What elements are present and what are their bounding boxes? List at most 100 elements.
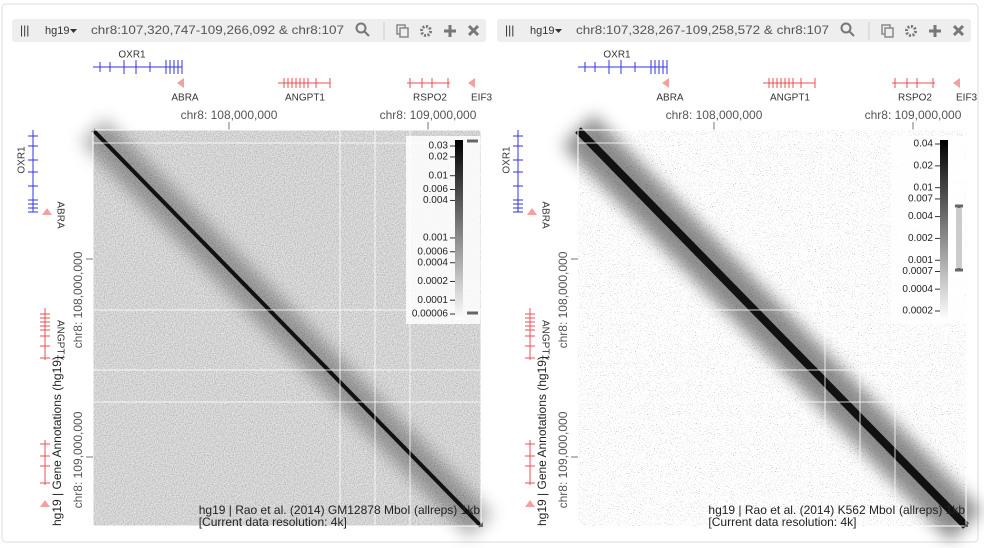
gene-oxr1 [93, 60, 183, 74]
gene-rspo2 [407, 78, 450, 88]
colorbar-tick-label: 0.006 [423, 184, 448, 195]
search-icon [363, 30, 370, 37]
gene-eif3-vertical [525, 500, 535, 507]
gene-angpt1 [278, 78, 331, 88]
gene-eif3-vertical [40, 500, 50, 507]
gene-abra-vertical [527, 208, 537, 215]
colorbar-tick-label: 0.0002 [417, 276, 448, 287]
gene-label: OXR1 [17, 146, 28, 174]
view-header [12, 19, 486, 42]
gene-label: RSPO2 [413, 93, 447, 104]
gene-eif3 [953, 78, 960, 88]
colorbar-bg [406, 136, 480, 324]
gene-label: OXR1 [502, 146, 513, 174]
colorbar-tick-label: 0.04 [914, 139, 934, 150]
gene-label: ABRA [171, 93, 199, 104]
gene-label: ANGPT1 [539, 320, 550, 360]
colorbar-gradient [455, 140, 463, 320]
gene-label: OXR1 [603, 50, 631, 61]
gene-oxr1-vertical [513, 130, 523, 213]
search-button[interactable] [840, 22, 855, 37]
top-axis-label: chr8: 109,000,000 [865, 108, 962, 122]
assembly-select[interactable]: hg19 [530, 25, 554, 37]
search-icon [355, 22, 367, 34]
heatmap-label: hg19 | Rao et al. (2014) GM12878 MboI (a… [199, 503, 481, 517]
gene-abra-vertical [42, 208, 52, 215]
track-label: hg19 | Gene Annotations (hg19) [535, 356, 549, 526]
top-axis-label: chr8: 109,000,000 [380, 108, 477, 122]
top-axis-label: chr8: 108,000,000 [181, 108, 278, 122]
add-button[interactable] [929, 25, 941, 37]
left-axis-label: chr8: 108,000,000 [71, 251, 85, 348]
colorbar-tick-label: 0.02 [914, 160, 934, 171]
gene-angpt1 [763, 78, 816, 88]
gene-angpt1-vertical [40, 308, 50, 360]
heatmap-border [577, 129, 967, 527]
view: ||| hg19 chr8:107,320,747-109,266,092 & ch… [12, 19, 494, 538]
search-button[interactable] [355, 22, 370, 37]
copy-icon [884, 27, 894, 38]
settings-button[interactable] [905, 25, 917, 37]
track-label: hg19 | Gene Annotations (hg19) [50, 356, 64, 526]
view: ||| hg19 chr8:107,328,267-109,258,572 & ch… [497, 19, 982, 542]
gene-label: EIF3 [956, 93, 978, 104]
heatmap-label: [Current data resolution: 4k] [199, 515, 347, 529]
search-icon [840, 22, 852, 34]
gene-eif3 [468, 78, 475, 88]
drag-handle: ||| [505, 23, 514, 37]
colorbar-tick-label: 0.004 [423, 195, 448, 206]
gene-label: ANGPT1 [770, 93, 810, 104]
settings-button[interactable] [420, 25, 432, 37]
colorbar-tick-label: 0.0001 [417, 295, 448, 306]
colorbar-gradient [940, 140, 948, 320]
colorbar-tick-label: 0.0004 [417, 257, 448, 268]
colorbar-tick-label: 0.002 [908, 233, 933, 244]
colorbar-tick-label: 0.001 [423, 233, 448, 244]
gene-oxr1 [578, 60, 668, 74]
gene-label: RSPO2 [898, 93, 932, 104]
dropdown-caret[interactable] [70, 29, 77, 33]
gene-rspo2-vertical [525, 440, 535, 485]
assembly-select[interactable]: hg19 [45, 25, 69, 37]
add-button[interactable] [444, 25, 456, 37]
colorbar-tick-label: 0.02 [429, 152, 449, 163]
close-button[interactable] [467, 24, 480, 37]
colorbar-tick-label: 0.007 [908, 194, 933, 205]
gene-rspo2 [892, 78, 935, 88]
colorbar-tick-label: 0.001 [908, 255, 933, 266]
heatmap-border [92, 129, 482, 527]
copy-button[interactable] [396, 24, 409, 38]
location-input[interactable]: chr8:107,320,747-109,266,092 & chr8:107 [91, 23, 344, 37]
copy-icon [399, 27, 409, 38]
gene-abra [177, 78, 184, 88]
colorbar-tick-label: 0.03 [429, 141, 449, 152]
gene-oxr1-vertical [28, 130, 38, 213]
copy-button[interactable] [881, 24, 894, 38]
dropdown-caret[interactable] [555, 29, 562, 33]
left-axis-label: chr8: 109,000,000 [71, 411, 85, 508]
location-input[interactable]: chr8:107,328,267-109,258,572 & chr8:107 [576, 23, 829, 37]
gene-label: EIF3 [471, 93, 493, 104]
colorbar-tick-label: 0.01 [429, 170, 449, 181]
gene-angpt1-vertical [525, 308, 535, 360]
colorbar-tick-label: 0.0007 [902, 266, 933, 277]
close-button[interactable] [952, 24, 965, 37]
heatmap-diagonal [91, 128, 483, 528]
resize-handle[interactable] [478, 522, 483, 527]
gene-label: ANGPT1 [54, 320, 65, 360]
gene-label: ABRA [54, 201, 65, 229]
gene-label: ABRA [656, 93, 684, 104]
colorbar-tick-label: 0.01 [914, 182, 934, 193]
colorbar-tick-label: 0.0006 [417, 246, 448, 257]
top-axis-label: chr8: 108,000,000 [666, 108, 763, 122]
colorbar-tick-label: 0.00006 [412, 309, 449, 320]
view-header [497, 19, 971, 42]
colorbar-brush[interactable] [467, 139, 478, 315]
heatmap-label: hg19 | Rao et al. (2014) K562 MboI (allr… [708, 503, 965, 517]
colorbar-tick-label: 0.0004 [902, 284, 933, 295]
colorbar-tick-label: 0.004 [908, 211, 933, 222]
resize-handle[interactable] [963, 522, 968, 527]
drag-handle: ||| [20, 23, 29, 37]
heatmap-label: [Current data resolution: 4k] [708, 515, 856, 529]
